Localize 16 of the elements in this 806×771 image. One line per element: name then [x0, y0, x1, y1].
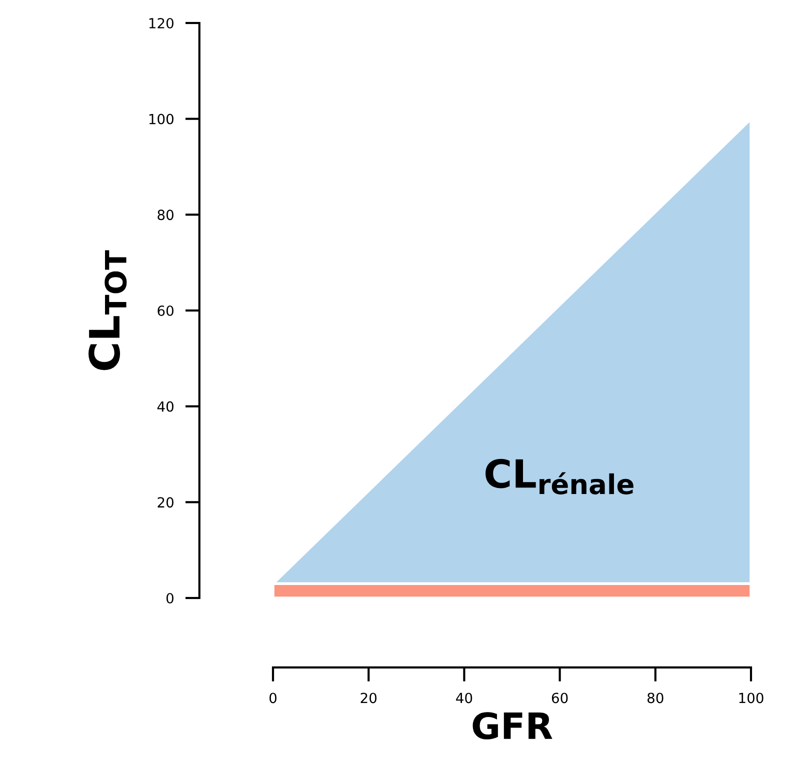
- x-tick-label: 40: [456, 692, 472, 704]
- x-tick-label: 20: [360, 692, 377, 704]
- y-tick-label: 120: [149, 18, 174, 28]
- y-tick-label: 20: [158, 497, 174, 508]
- y-tick-label: 60: [158, 305, 174, 316]
- y-tick-label: 40: [157, 401, 174, 412]
- annotation: CL$_{rénale}$: [486, 458, 634, 494]
- y-tick-label: 80: [158, 210, 174, 220]
- x-tick-label: 80: [648, 692, 664, 704]
- y-tick-label: 100: [149, 114, 174, 124]
- x-tick-label: 60: [552, 692, 568, 704]
- y-axis-title: CL$_{TOT}$: [88, 250, 127, 370]
- y-tick-label: 0: [166, 592, 174, 604]
- x-tick-label: 100: [739, 692, 764, 704]
- x-axis-title: GFR: [472, 712, 552, 740]
- x-tick-label: 0: [269, 692, 276, 704]
